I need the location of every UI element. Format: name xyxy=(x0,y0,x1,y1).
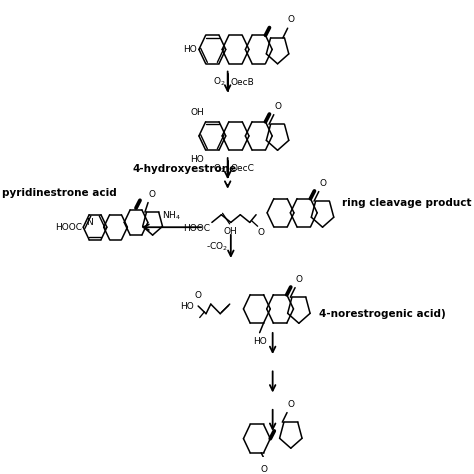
Text: O: O xyxy=(195,291,201,300)
Text: OH: OH xyxy=(190,108,204,117)
Text: OecB: OecB xyxy=(231,78,255,87)
Text: HOOC: HOOC xyxy=(183,224,210,233)
Text: NH$_4$: NH$_4$ xyxy=(162,210,181,222)
Text: HO: HO xyxy=(190,155,204,164)
Text: ring cleavage product: ring cleavage product xyxy=(342,198,472,208)
Text: O: O xyxy=(288,400,295,409)
Text: 4-hydroxyestrone: 4-hydroxyestrone xyxy=(133,164,237,174)
Text: 4-norestrogenic acid): 4-norestrogenic acid) xyxy=(319,309,445,319)
Text: HOOC: HOOC xyxy=(55,223,82,232)
Text: O$_2$: O$_2$ xyxy=(213,76,225,88)
Text: OecC: OecC xyxy=(231,164,255,173)
Text: N: N xyxy=(86,218,92,227)
Text: O: O xyxy=(149,190,156,199)
Text: O: O xyxy=(288,15,295,24)
Text: HO: HO xyxy=(253,337,266,346)
Text: O: O xyxy=(258,228,264,237)
Text: OH: OH xyxy=(224,227,237,236)
Text: pyridinestrone acid: pyridinestrone acid xyxy=(2,188,117,199)
Text: O: O xyxy=(260,465,267,474)
Text: O: O xyxy=(296,275,303,284)
Text: HO: HO xyxy=(180,301,193,310)
Text: HO: HO xyxy=(183,45,197,54)
Text: O: O xyxy=(274,102,282,111)
Text: -CO$_2$: -CO$_2$ xyxy=(206,240,228,253)
Text: O: O xyxy=(319,179,327,188)
Text: O$_2$: O$_2$ xyxy=(213,163,225,175)
